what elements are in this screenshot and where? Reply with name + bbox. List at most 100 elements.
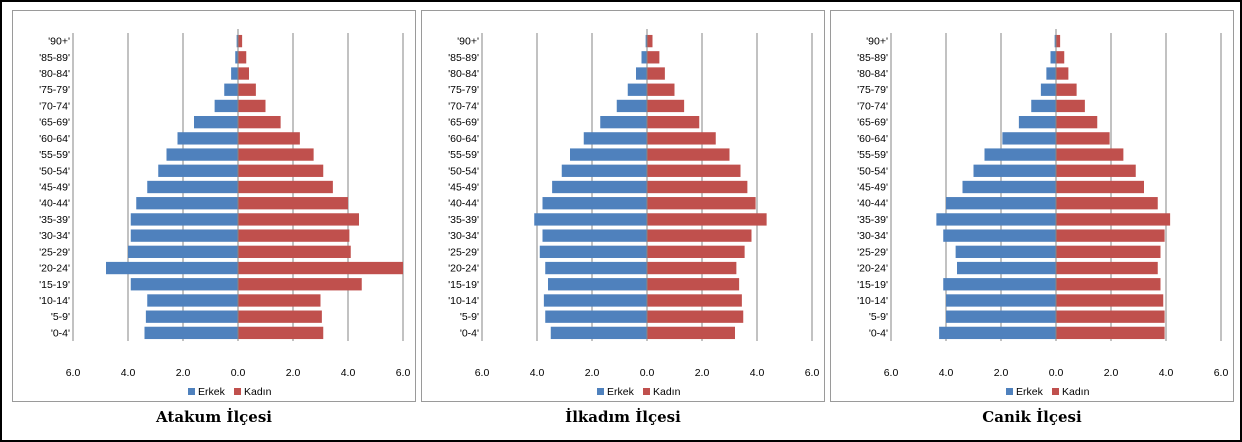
kadin-bar [238, 99, 266, 113]
erkek-bar [627, 83, 647, 96]
age-group-label: '65-69' [857, 117, 888, 129]
kadin-bar [238, 229, 350, 242]
kadin-bar [238, 180, 333, 194]
kadin-bar [647, 326, 735, 340]
kadin-bar [647, 51, 660, 64]
age-group-label: '90+' [866, 36, 888, 48]
legend-kadin-label: Kadın [244, 386, 272, 398]
erkek-bar [147, 294, 238, 307]
erkek-bar [583, 132, 647, 145]
age-group-label: '55-59' [448, 149, 479, 161]
erkek-bar [561, 164, 647, 177]
erkek-bar [946, 197, 1056, 210]
age-group-label: '85-89' [39, 52, 70, 64]
erkek-bar [194, 115, 238, 129]
age-group-label: '40-44' [448, 198, 479, 210]
age-group-label: '35-39' [39, 214, 70, 226]
erkek-bar [106, 261, 238, 275]
age-group-label: '55-59' [39, 149, 70, 161]
kadin-bar [647, 34, 653, 48]
kadin-bar [1056, 34, 1061, 48]
age-group-label: '50-54' [448, 165, 479, 177]
erkek-bar [128, 245, 238, 259]
kadin-bar [1056, 164, 1136, 177]
kadin-bar [238, 197, 348, 210]
atakum-chart-panel: '0-4' '5-9' '10-14' '15-19' '20-24' '25-29' '3… [12, 10, 416, 402]
kadin-bar [238, 164, 324, 177]
age-group-label: '45-49' [448, 182, 479, 194]
erkek-bar [130, 213, 238, 226]
age-group-label: '75-79' [39, 84, 70, 96]
erkek-bar [136, 197, 238, 210]
kadin-bar [1056, 245, 1161, 259]
kadin-bar [1056, 115, 1098, 129]
legend-kadin-swatch [643, 388, 650, 395]
kadin-bar [238, 148, 314, 161]
age-group-label: '70-74' [448, 100, 479, 112]
erkek-bar [543, 294, 647, 307]
age-group-label: '45-49' [39, 182, 70, 194]
x-tick-label: 4.0 [121, 367, 136, 379]
kadin-bar [647, 148, 730, 161]
kadin-bar [238, 294, 321, 307]
x-tick-label: 2.0 [585, 367, 600, 379]
erkek-bar [645, 34, 647, 48]
kadin-bar [238, 245, 351, 259]
kadin-bar [1056, 261, 1158, 275]
x-tick-label: 4.0 [750, 367, 765, 379]
legend-erkek-swatch [1006, 388, 1013, 395]
kadin-bar [238, 83, 256, 96]
age-group-label: '65-69' [448, 117, 479, 129]
age-group-label: '0-4' [460, 327, 479, 339]
legend-kadin-swatch [1052, 388, 1059, 395]
age-group-label: '40-44' [857, 198, 888, 210]
kadin-bar [647, 99, 685, 113]
canik-chart-title: Canik İlçesi [982, 408, 1082, 426]
erkek-bar [214, 99, 238, 113]
age-group-label: '70-74' [39, 100, 70, 112]
age-group-label: '20-24' [857, 263, 888, 275]
kadin-bar [1056, 326, 1165, 340]
age-group-label: '85-89' [448, 52, 479, 64]
erkek-bar [545, 310, 647, 323]
erkek-bar [144, 326, 238, 340]
erkek-bar [235, 51, 238, 64]
legend-erkek-label: Erkek [607, 386, 635, 398]
kadin-bar [238, 310, 322, 323]
kadin-bar [238, 34, 243, 48]
kadin-bar [647, 213, 767, 226]
erkek-bar [542, 229, 647, 242]
kadin-bar [647, 83, 675, 96]
age-group-label: '35-39' [857, 214, 888, 226]
kadin-bar [1056, 99, 1085, 113]
x-tick-label: 0.0 [231, 367, 246, 379]
age-group-label: '60-64' [39, 133, 70, 145]
erkek-bar [1050, 51, 1056, 64]
erkek-bar [570, 148, 647, 161]
erkek-bar [548, 278, 647, 291]
erkek-bar [600, 115, 647, 129]
ilkadim-chart-title: İlkadım İlçesi [565, 408, 681, 426]
erkek-bar [1040, 83, 1056, 96]
kadin-bar [647, 67, 665, 80]
erkek-bar [177, 132, 238, 145]
age-group-label: '70-74' [857, 100, 888, 112]
ilkadim-pyramid-chart: '0-4' '5-9' '10-14' '15-19' '20-24' '25-29' '3… [448, 29, 819, 398]
age-group-label: '0-4' [51, 327, 70, 339]
age-group-label: '80-84' [857, 68, 888, 80]
kadin-bar [647, 294, 742, 307]
erkek-bar [130, 278, 238, 291]
erkek-bar [550, 326, 647, 340]
atakum-pyramid-chart: '0-4' '5-9' '10-14' '15-19' '20-24' '25-29' '3… [39, 29, 410, 398]
kadin-bar [647, 164, 741, 177]
ilkadim-chart-panel: '0-4' '5-9' '10-14' '15-19' '20-24' '25-29' '3… [421, 10, 825, 402]
age-group-label: '90+' [457, 36, 479, 48]
x-tick-label: 0.0 [1049, 367, 1064, 379]
x-tick-label: 6.0 [475, 367, 490, 379]
legend-kadin-label: Kadın [1062, 386, 1090, 398]
kadin-bar [647, 115, 700, 129]
erkek-bar [939, 326, 1056, 340]
erkek-bar [616, 99, 647, 113]
erkek-bar [158, 164, 238, 177]
x-tick-label: 2.0 [1104, 367, 1119, 379]
